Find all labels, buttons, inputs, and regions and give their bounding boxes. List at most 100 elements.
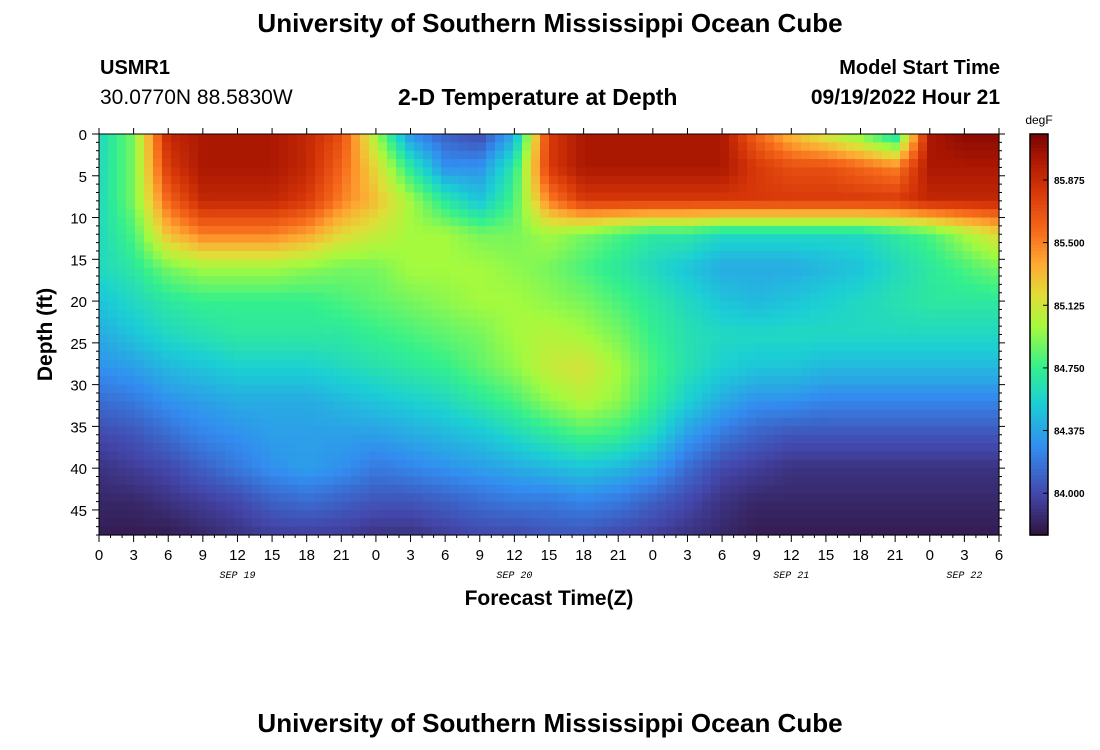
heatmap-cell — [873, 351, 883, 361]
heatmap-cell — [882, 326, 892, 336]
heatmap-cell — [828, 225, 838, 235]
heatmap-cell — [459, 250, 469, 260]
y-tick-label: 15 — [70, 252, 87, 269]
heatmap-cell — [315, 342, 325, 352]
heatmap-cell — [711, 225, 721, 235]
heatmap-cell — [990, 200, 1000, 210]
heatmap-cell — [270, 518, 280, 528]
heatmap-cell — [189, 501, 199, 511]
heatmap-cell — [126, 309, 136, 319]
heatmap-cell — [567, 317, 577, 327]
heatmap-cell — [468, 309, 478, 319]
heatmap-cell — [423, 234, 433, 244]
heatmap-cell — [909, 242, 919, 252]
heatmap-cell — [774, 351, 784, 361]
heatmap-cell — [234, 476, 244, 486]
heatmap-cell — [225, 150, 235, 160]
heatmap-cell — [684, 225, 694, 235]
heatmap-cell — [927, 309, 937, 319]
heatmap-cell — [450, 384, 460, 394]
heatmap-cell — [324, 209, 334, 219]
heatmap-cell — [387, 459, 397, 469]
heatmap-cell — [279, 351, 289, 361]
heatmap-cell — [576, 418, 586, 427]
heatmap-cell — [873, 192, 883, 202]
heatmap-cell — [540, 392, 550, 402]
heatmap-cell — [801, 175, 811, 185]
heatmap-cell — [927, 392, 937, 402]
heatmap-cell — [540, 276, 550, 285]
heatmap-cell — [324, 501, 334, 511]
heatmap-cell — [261, 384, 271, 394]
heatmap-cell — [198, 276, 208, 285]
heatmap-cell — [504, 200, 514, 210]
heatmap-cell — [306, 317, 316, 327]
heatmap-cell — [900, 159, 910, 169]
heatmap-cell — [603, 468, 613, 478]
heatmap-cell — [900, 518, 910, 528]
heatmap-cell — [747, 192, 757, 202]
heatmap-cell — [387, 367, 397, 377]
heatmap-cell — [675, 334, 685, 344]
heatmap-cell — [180, 134, 190, 143]
heatmap-cell — [378, 409, 388, 419]
heatmap-cell — [144, 334, 154, 344]
heatmap-cell — [234, 359, 244, 369]
heatmap-cell — [288, 267, 298, 277]
heatmap-cell — [747, 476, 757, 486]
heatmap-cell — [648, 142, 658, 152]
heatmap-cell — [549, 459, 559, 469]
heatmap-cell — [495, 217, 505, 227]
heatmap-cell — [945, 301, 955, 311]
heatmap-cell — [639, 175, 649, 185]
heatmap-cell — [855, 309, 865, 319]
heatmap-cell — [963, 326, 973, 336]
heatmap-cell — [225, 175, 235, 185]
heatmap-cell — [909, 259, 919, 269]
heatmap-cell — [513, 150, 523, 160]
heatmap-cell — [855, 259, 865, 269]
heatmap-cell — [540, 434, 550, 444]
heatmap-cell — [954, 376, 964, 386]
heatmap-cell — [243, 234, 253, 244]
heatmap-cell — [684, 384, 694, 394]
heatmap-cell — [378, 292, 388, 302]
heatmap-cell — [423, 284, 433, 294]
heatmap-cell — [558, 250, 568, 260]
heatmap-cell — [459, 267, 469, 277]
heatmap-cell — [396, 184, 406, 194]
heatmap-cell — [180, 217, 190, 227]
heatmap-cell — [441, 301, 451, 311]
heatmap-cell — [396, 484, 406, 494]
heatmap-cell — [864, 326, 874, 336]
heatmap-cell — [171, 184, 181, 194]
y-tick-label: 10 — [70, 211, 87, 228]
heatmap-cell — [855, 326, 865, 336]
heatmap-cell — [522, 493, 532, 503]
heatmap-cell — [567, 501, 577, 511]
heatmap-cell — [414, 392, 424, 402]
heatmap-cell — [936, 451, 946, 461]
y-tick-label: 45 — [70, 503, 87, 520]
heatmap-cell — [891, 292, 901, 302]
heatmap-cell — [594, 518, 604, 528]
heatmap-cell — [396, 518, 406, 528]
heatmap-cell — [693, 342, 703, 352]
heatmap-cell — [342, 484, 352, 494]
heatmap-cell — [738, 175, 748, 185]
heatmap-cell — [414, 351, 424, 361]
heatmap-cell — [702, 418, 712, 427]
heatmap-cell — [243, 351, 253, 361]
heatmap-cell — [648, 242, 658, 252]
heatmap-cell — [909, 217, 919, 227]
heatmap-cell — [315, 175, 325, 185]
heatmap-cell — [99, 142, 109, 152]
heatmap-cell — [837, 501, 847, 511]
heatmap-cell — [225, 209, 235, 219]
heatmap-cell — [513, 184, 523, 194]
heatmap-cell — [225, 367, 235, 377]
heatmap-cell — [558, 309, 568, 319]
heatmap-cell — [522, 259, 532, 269]
heatmap-cell — [315, 351, 325, 361]
heatmap-cell — [459, 351, 469, 361]
